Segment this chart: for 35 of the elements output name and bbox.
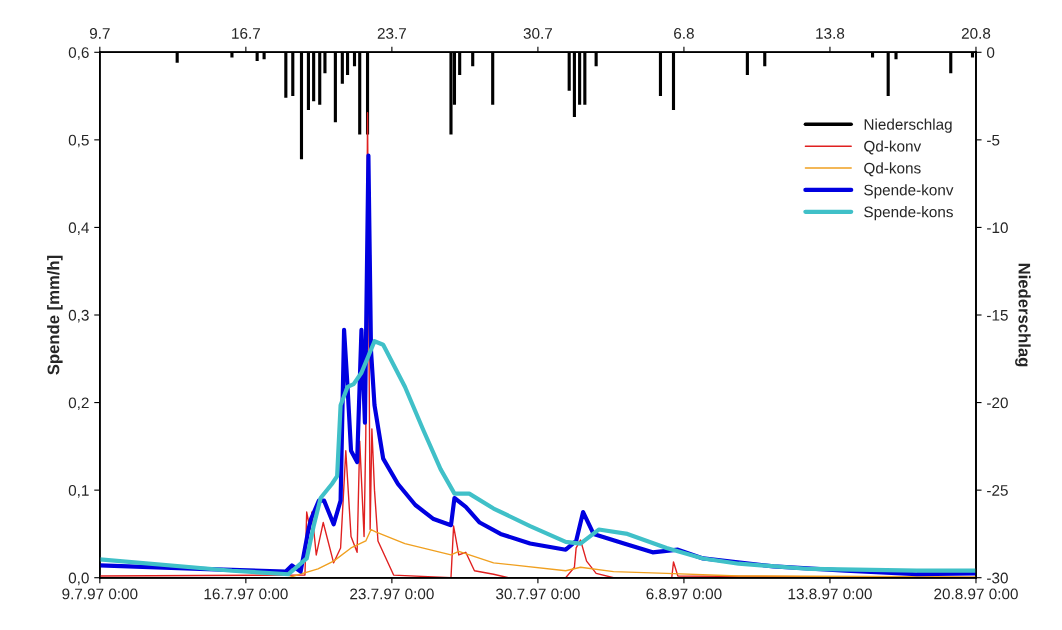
x2-tick-label: 13.8 [816,28,845,39]
y2-tick-label: -30 [987,572,1008,584]
x2-tick-label: 30.7 [523,28,552,39]
legend-label: Spende-konv [864,184,954,199]
y2-tick-label: -15 [987,310,1008,321]
y-tick-label: 0,6 [68,47,89,60]
x-tick-label: 9.7.97 0:00 [62,588,138,600]
x-tick-label: 23.7.97 0:00 [350,588,434,600]
y2-tick-label: -5 [987,134,1000,146]
x2-tick-label: 20.8 [961,28,991,39]
y2-tick-label: -10 [987,222,1008,234]
x-tick-label: 20.8.97 0:00 [934,588,1018,600]
x-tick-label: 13.8.97 0:00 [788,588,872,600]
legend-label: Niederschlag [864,118,952,133]
legend-label: Qd-kons [864,162,921,177]
y-axis-title: Spende [mm/h] [47,255,63,375]
x2-tick-label: 9.7 [89,28,110,39]
x2-tick-label: 23.7 [377,28,406,39]
y-tick-label: 0,1 [68,485,89,498]
y2-tick-label: -25 [987,485,1008,496]
y-tick-label: 0,4 [68,222,89,235]
x-tick-label: 16.7.97 0:00 [204,588,288,600]
x2-tick-label: 6.8 [674,28,694,39]
y-tick-label: 0,2 [68,397,89,411]
y-tick-label: 0,3 [68,309,89,323]
x-tick-label: 30.7.97 0:00 [496,588,580,600]
legend-label: Spende-kons [864,206,953,221]
y-tick-label: 0,5 [68,134,89,148]
x-tick-label: 6.8.97 0:00 [646,588,722,600]
y-tick-label: 0,0 [68,572,89,586]
y2-axis-title: Niederschlag [1015,263,1031,367]
y2-tick-label: -20 [987,397,1008,409]
legend-label: Qd-konv [864,140,922,155]
x2-tick-label: 16.7 [232,28,260,39]
y2-tick-label: 0 [986,47,995,58]
